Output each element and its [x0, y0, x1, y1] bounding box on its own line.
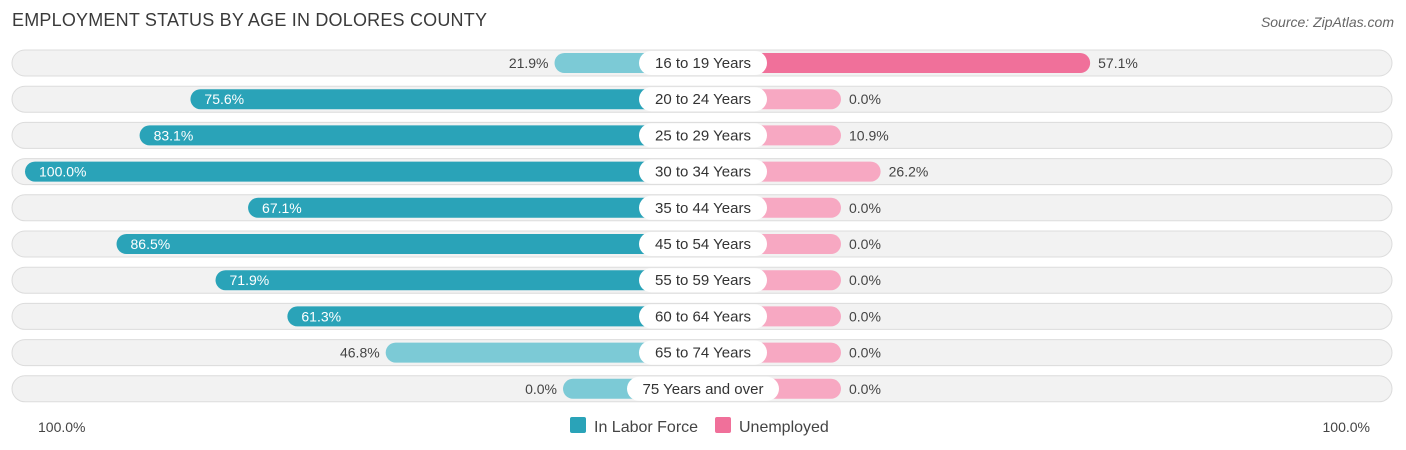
labor-force-value: 61.3% — [301, 308, 341, 324]
unemployed-value: 26.2% — [889, 164, 929, 180]
chart-title: EMPLOYMENT STATUS BY AGE IN DOLORES COUN… — [12, 10, 488, 30]
axis-left-label: 100.0% — [38, 419, 85, 435]
category-label: 55 to 59 Years — [655, 272, 751, 289]
category-pill — [639, 195, 767, 220]
labor-force-value: 21.9% — [509, 55, 549, 71]
labor-force-value: 71.9% — [230, 272, 270, 288]
legend-label-unemployed: Unemployed — [739, 419, 829, 436]
labor-force-bar — [25, 161, 703, 182]
unemployed-value: 0.0% — [849, 91, 881, 107]
category-pill — [639, 340, 767, 365]
category-label: 25 to 29 Years — [655, 127, 751, 144]
labor-force-bar — [248, 197, 703, 218]
category-label: 65 to 74 Years — [655, 345, 751, 362]
labor-force-value: 75.6% — [204, 91, 244, 107]
axis-right-label: 100.0% — [1323, 419, 1370, 435]
unemployed-value: 0.0% — [849, 381, 881, 397]
labor-force-bar — [139, 125, 703, 146]
category-label: 60 to 64 Years — [655, 308, 751, 325]
legend-swatch-unemployed — [715, 417, 731, 433]
labor-force-bar — [116, 234, 703, 254]
category-pill — [639, 304, 767, 329]
labor-force-value: 86.5% — [131, 236, 171, 252]
category-pill — [639, 159, 767, 184]
legend-label-labor: In Labor Force — [594, 419, 698, 436]
unemployed-value: 0.0% — [849, 200, 881, 216]
legend-swatch-labor — [570, 417, 586, 433]
category-label: 16 to 19 Years — [655, 55, 751, 72]
labor-force-bar — [190, 89, 703, 110]
labor-force-value: 67.1% — [262, 200, 302, 216]
category-label: 30 to 34 Years — [655, 164, 751, 181]
unemployed-value: 0.0% — [849, 308, 881, 324]
category-pill — [639, 268, 767, 293]
labor-force-bar — [385, 342, 703, 363]
labor-force-bar — [215, 270, 703, 291]
labor-force-value: 83.1% — [154, 127, 194, 143]
category-label: 35 to 44 Years — [655, 200, 751, 217]
category-pill — [627, 376, 779, 401]
category-pill — [639, 87, 767, 112]
labor-force-value: 46.8% — [340, 345, 380, 361]
labor-force-value: 100.0% — [39, 164, 86, 180]
unemployed-value: 57.1% — [1098, 55, 1138, 71]
category-pill — [639, 123, 767, 148]
category-label: 75 Years and over — [643, 381, 764, 398]
unemployed-value: 10.9% — [849, 127, 889, 143]
unemployed-value: 0.0% — [849, 236, 881, 252]
category-pill — [639, 51, 767, 75]
unemployed-bar — [703, 53, 1091, 73]
category-label: 20 to 24 Years — [655, 91, 751, 108]
labor-force-value: 0.0% — [525, 381, 557, 397]
source-note: Source: ZipAtlas.com — [1260, 14, 1394, 30]
labor-force-bar — [287, 306, 703, 327]
unemployed-value: 0.0% — [849, 272, 881, 288]
category-label: 45 to 54 Years — [655, 236, 751, 253]
unemployed-value: 0.0% — [849, 345, 881, 361]
category-pill — [639, 232, 767, 256]
